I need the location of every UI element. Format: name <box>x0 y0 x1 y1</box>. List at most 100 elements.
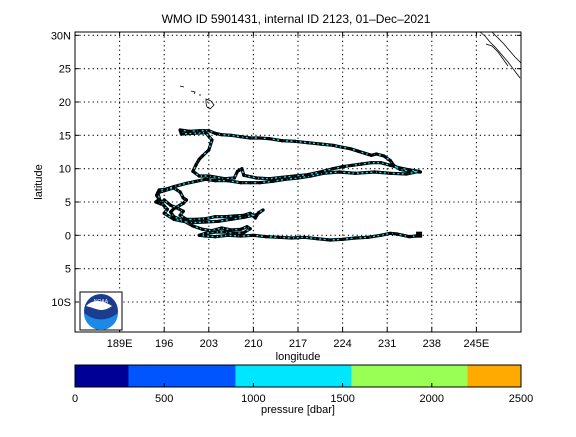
y-tick-label: 10 <box>59 164 71 176</box>
profile-point <box>184 198 189 202</box>
profile-point <box>388 231 392 235</box>
profile-point <box>197 129 201 133</box>
profile-point <box>213 131 217 135</box>
profile-point <box>165 207 169 211</box>
profile-point <box>341 145 345 149</box>
profile-point <box>156 191 160 195</box>
profile-point <box>232 231 236 235</box>
profile-point <box>239 181 243 185</box>
profile-point <box>172 186 176 190</box>
profile-point <box>337 170 341 174</box>
profile-point <box>175 206 179 210</box>
profile-point <box>392 163 396 167</box>
profile-point <box>341 237 345 241</box>
profile-point <box>407 168 412 172</box>
profile-point <box>306 141 310 145</box>
profile-point <box>178 190 182 194</box>
profile-point <box>207 174 211 178</box>
colorbar-tick-label: 0 <box>72 393 78 405</box>
profile-point <box>197 174 201 178</box>
colorbar-label: pressure [dbar] <box>261 404 335 416</box>
profile-point <box>155 193 159 197</box>
colorbar-tick-label: 2000 <box>420 393 444 405</box>
profile-point <box>210 138 214 142</box>
profile-point <box>248 211 252 215</box>
y-tick-label: 20 <box>59 97 71 109</box>
profile-point <box>242 215 246 219</box>
profile-point <box>369 161 373 165</box>
profile-point <box>239 227 243 231</box>
profile-point <box>255 213 259 217</box>
profile-point <box>369 153 373 157</box>
profile-point <box>239 135 243 139</box>
profile-point <box>162 204 166 208</box>
profile-point <box>159 202 163 206</box>
profile-point <box>401 233 405 237</box>
profile-point <box>204 217 208 221</box>
coastlines <box>179 31 522 110</box>
x-tick-label: 245E <box>464 338 490 350</box>
profile-point <box>293 139 297 143</box>
profile-point <box>388 163 392 167</box>
profile-point <box>181 201 185 205</box>
y-tick-label: 5 <box>65 264 71 276</box>
profile-point <box>213 230 217 234</box>
profile-point <box>382 154 386 158</box>
profile-point <box>240 167 244 171</box>
profile-point <box>280 139 284 143</box>
noaa-logo: NOAA <box>79 291 123 331</box>
profile-point <box>331 143 335 147</box>
profile-point <box>360 162 364 166</box>
profile-point <box>172 217 176 221</box>
profile-point <box>321 171 326 175</box>
profile-point <box>258 181 262 185</box>
y-axis-label: latitude <box>33 164 45 199</box>
profile-point <box>184 181 189 185</box>
colorbar-tick-label: 1000 <box>241 393 265 405</box>
profile-point <box>207 129 211 133</box>
colorbar-tick-label: 500 <box>155 393 173 405</box>
x-tick-label: 203 <box>200 338 218 350</box>
profile-point <box>258 136 262 140</box>
profile-point <box>353 236 357 240</box>
profile-point <box>223 177 227 181</box>
profile-point <box>242 173 246 177</box>
profile-point <box>178 128 182 132</box>
profile-point <box>270 179 275 183</box>
chart-title: WMO ID 5901431, internal ID 2123, 01–Dec… <box>162 12 431 26</box>
profile-point <box>253 216 257 220</box>
profile-point <box>331 167 335 171</box>
colorbar-band <box>235 365 352 387</box>
profile-point <box>350 163 354 167</box>
profile-point <box>302 235 306 239</box>
profile-point <box>239 234 243 238</box>
y-axis-ticks: 30N 25 20 15 10 5 0 5 10S <box>51 30 521 309</box>
profile-point <box>194 163 198 167</box>
profile-point <box>363 151 367 155</box>
profile-point <box>407 235 412 239</box>
profile-point <box>179 132 183 136</box>
profile-point <box>194 179 198 183</box>
profile-point <box>261 208 265 212</box>
profile-point <box>372 170 377 174</box>
profile-point <box>267 177 271 181</box>
profile-point <box>318 142 322 146</box>
y-tick-label: 10S <box>51 297 71 309</box>
profile-point <box>213 215 217 219</box>
y-tick-label: 5 <box>65 197 71 209</box>
profile-point <box>353 171 357 175</box>
profile-point <box>248 227 252 231</box>
profile-point <box>172 215 176 219</box>
profile-point <box>283 177 287 181</box>
colorbar-band <box>467 365 521 387</box>
colorbar-frame <box>74 364 522 388</box>
profile-point <box>226 233 230 237</box>
profile-point <box>293 174 297 178</box>
profile-point <box>181 219 185 223</box>
colorbar-tick-label: 2500 <box>509 393 533 405</box>
profile-point <box>204 177 208 181</box>
profile-point <box>290 236 294 240</box>
launch-marker <box>416 231 423 238</box>
profile-point <box>200 154 204 158</box>
